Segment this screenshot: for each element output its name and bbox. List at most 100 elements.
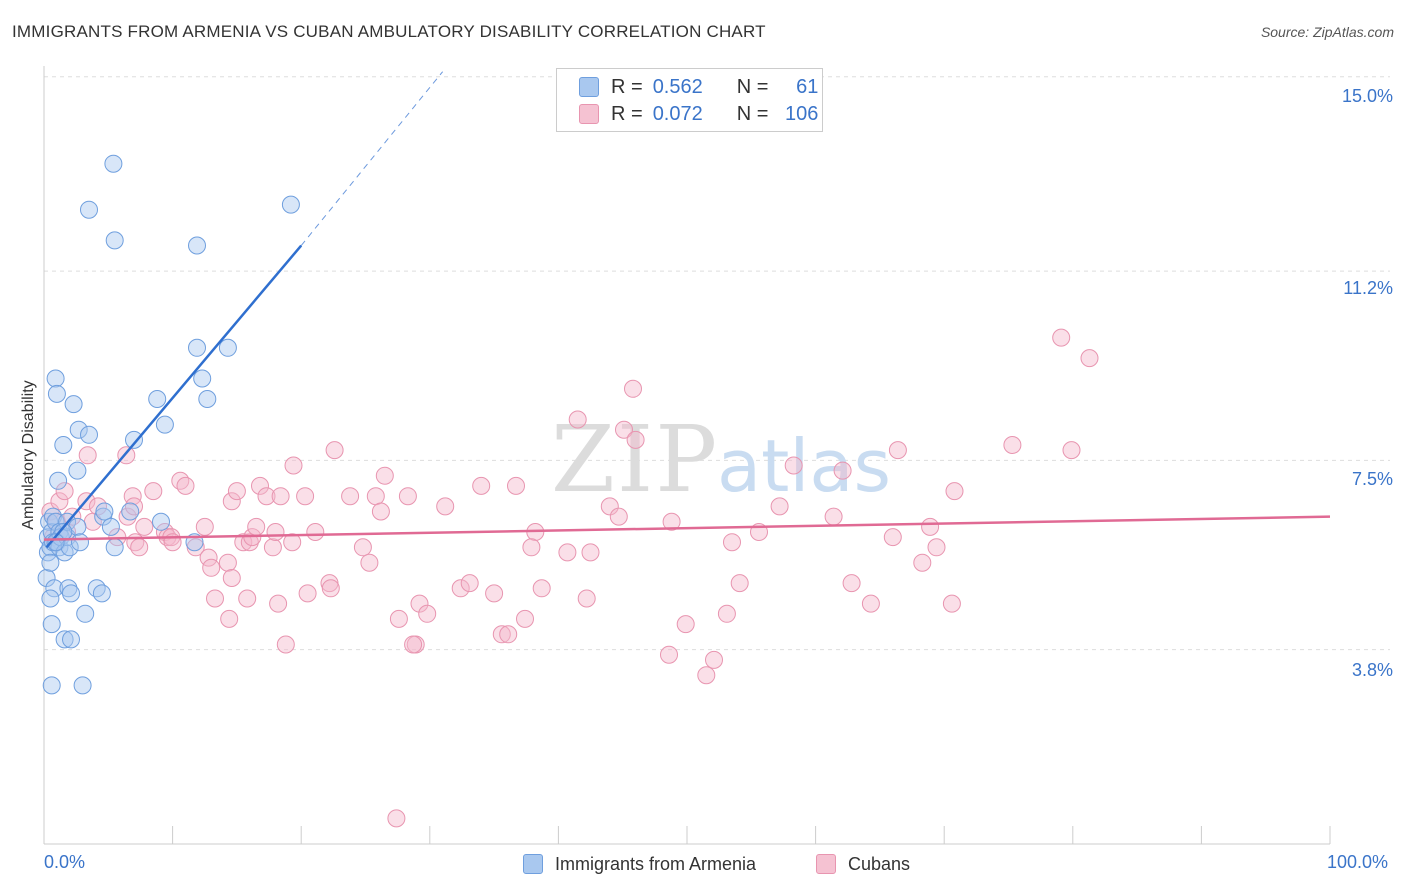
cubans-point-103: [927, 538, 946, 557]
armenia-point-15: [49, 471, 68, 490]
cubans-point-101: [913, 553, 932, 572]
cubans-swatch: [579, 104, 599, 124]
cubans-point-46: [276, 635, 295, 654]
armenia-point-48: [148, 390, 167, 408]
armenia-point-24: [59, 579, 78, 598]
cubans-point-83: [624, 379, 642, 398]
armenia-point-13: [47, 384, 66, 403]
cubans-point-13: [118, 507, 137, 526]
legend-swatch-cubans: [816, 854, 836, 874]
cubans-point-72: [507, 476, 525, 495]
cubans-point-57: [360, 553, 379, 572]
cubans-point-25: [176, 476, 195, 495]
chart-title: IMMIGRANTS FROM ARMENIA VS CUBAN AMBULAT…: [12, 22, 766, 41]
cubans-point-60: [389, 609, 408, 628]
armenia-point-52: [188, 236, 206, 255]
cubans-point-18: [135, 517, 154, 536]
cubans-point-65: [436, 497, 455, 516]
x-min-label: 0.0%: [44, 852, 86, 872]
armenia-point-19: [54, 436, 73, 454]
armenia-point-27: [62, 630, 80, 649]
cubans-point-87: [676, 615, 695, 634]
cubans-point-41: [257, 487, 276, 506]
armenia-point-54: [193, 369, 212, 388]
armenia-point-0: [37, 569, 56, 587]
armenia-point-57: [281, 195, 300, 214]
series-cubans: [41, 328, 1099, 828]
cubans-point-106: [1003, 436, 1022, 454]
cubans-point-100: [888, 441, 907, 460]
armenia-point-47: [125, 430, 143, 449]
cubans-point-4: [55, 482, 74, 501]
cubans-point-94: [784, 456, 803, 475]
armenia-point-55: [198, 390, 217, 408]
cubans-point-89: [705, 650, 723, 669]
cubans-point-45: [271, 487, 290, 506]
legend-label-armenia: Immigrants from Armenia: [555, 853, 757, 874]
cubans-point-58: [366, 487, 385, 506]
n-value: 61: [796, 75, 819, 98]
cubans-point-98: [861, 594, 880, 613]
armenia-point-31: [69, 420, 88, 439]
cubans-point-93: [770, 497, 789, 516]
armenia-point-42: [42, 676, 61, 695]
legend-item-cubans: Cubans: [816, 852, 910, 876]
armenia-point-56: [218, 338, 237, 357]
n-label: N =: [736, 75, 769, 98]
cubans-point-107: [1052, 328, 1071, 347]
y-tick-label-3-8: 3.8%: [1351, 660, 1393, 680]
cubans-point-28: [199, 548, 218, 567]
n-label: N =: [736, 102, 769, 125]
armenia-swatch: [579, 77, 599, 97]
cubans-point-73: [516, 609, 534, 628]
cubans-point-43: [266, 523, 285, 541]
cubans-point-86: [662, 512, 681, 531]
armenia-point-32: [71, 533, 89, 552]
cubans-point-31: [218, 553, 237, 572]
y-tick-label-7-5: 7.5%: [1351, 469, 1393, 489]
cubans-point-47: [283, 533, 302, 552]
cubans-point-35: [227, 482, 246, 501]
cubans-point-55: [341, 487, 360, 506]
cubans-point-8: [78, 446, 97, 465]
cubans-point-81: [609, 507, 628, 526]
armenia-point-36: [87, 579, 106, 598]
cubans-point-59: [375, 466, 394, 485]
cubans-point-102: [921, 517, 940, 536]
axes: [43, 66, 1331, 845]
armenia-point-10: [45, 579, 64, 598]
y-tick-label-11-2: 11.2%: [1343, 278, 1393, 298]
cubans-trend-line: [43, 515, 1331, 541]
cubans-point-97: [842, 574, 861, 593]
armenia-point-29: [68, 517, 87, 536]
cubans-point-104: [942, 594, 961, 613]
legend-label-cubans: Cubans: [848, 853, 911, 874]
cubans-point-79: [581, 543, 600, 562]
cubans-point-42: [263, 538, 282, 557]
armenia-point-30: [68, 461, 87, 480]
cubans-point-91: [730, 574, 749, 593]
armenia-point-39: [95, 502, 114, 521]
armenia-point-40: [101, 517, 120, 536]
armenia-point-12: [46, 369, 65, 388]
series-armenia: [37, 154, 300, 695]
cubans-point-112: [238, 589, 257, 608]
cubans-point-95: [824, 507, 843, 526]
watermark-zip: ZIP: [551, 406, 719, 513]
armenia-point-35: [80, 425, 98, 444]
cubans-point-82: [615, 420, 633, 439]
cubans-point-3: [50, 492, 69, 511]
cubans-point-78: [577, 589, 596, 608]
cubans-point-19: [144, 482, 163, 501]
armenia-point-53: [188, 338, 206, 357]
r-label: R =: [611, 102, 643, 125]
cubans-point-84: [626, 430, 645, 449]
armenia-point-37: [92, 584, 111, 603]
cubans-point-96: [833, 461, 852, 480]
armenia-point-45: [105, 231, 124, 250]
cubans-point-36: [234, 533, 253, 552]
cubans-point-76: [558, 543, 577, 562]
cubans-point-109: [1080, 349, 1099, 368]
watermark-atlas: atlas: [717, 424, 891, 508]
